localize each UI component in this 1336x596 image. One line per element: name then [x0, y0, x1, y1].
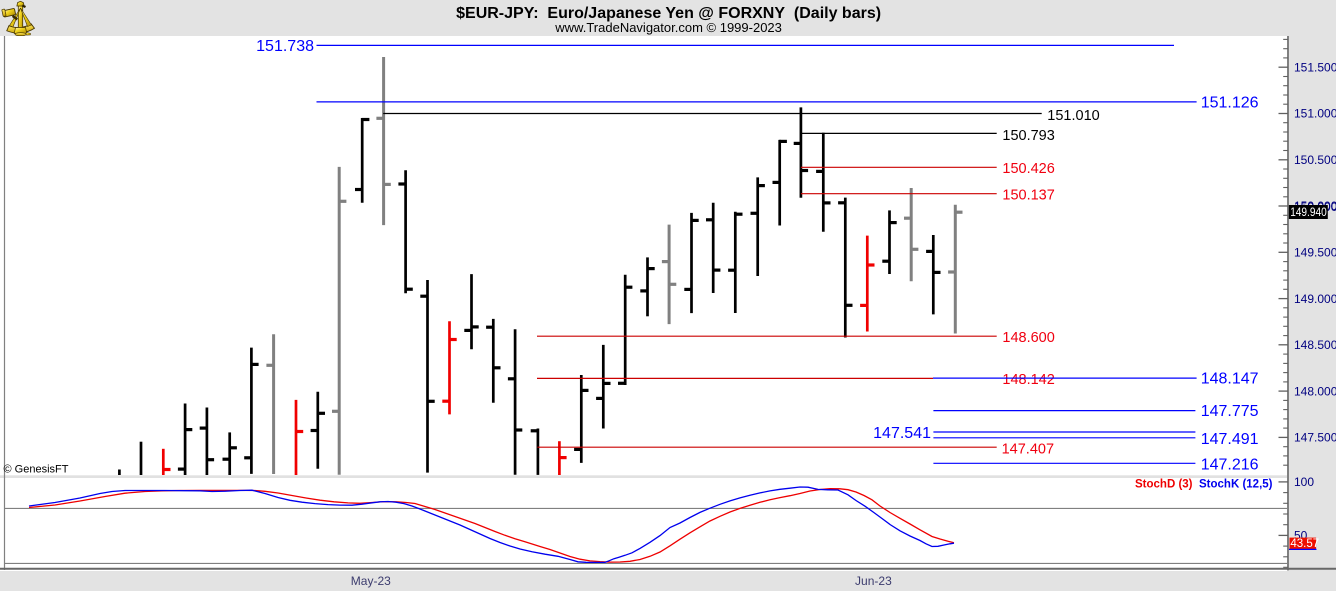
- svg-text:151.000: 151.000: [1294, 107, 1336, 121]
- svg-text:150.426: 150.426: [1002, 161, 1054, 177]
- svg-text:149.000: 149.000: [1294, 292, 1336, 306]
- svg-text:147.541: 147.541: [873, 425, 931, 442]
- svg-text:149.940: 149.940: [1290, 205, 1327, 219]
- svg-text:147.491: 147.491: [1201, 431, 1259, 448]
- svg-text:$EUR-JPY: Euro/Japanese Yen @: $EUR-JPY: Euro/Japanese Yen @ FORXNY (Da…: [456, 5, 881, 22]
- svg-text:148.500: 148.500: [1294, 338, 1336, 352]
- svg-text:150.500: 150.500: [1294, 153, 1336, 167]
- svg-text:150.137: 150.137: [1002, 187, 1054, 203]
- svg-text:100: 100: [1294, 475, 1314, 489]
- svg-text:148.600: 148.600: [1002, 330, 1054, 346]
- svg-text:148.000: 148.000: [1294, 384, 1336, 398]
- svg-text:147.775: 147.775: [1201, 403, 1259, 420]
- svg-text:StochK (12,5): StochK (12,5): [1199, 478, 1273, 490]
- svg-text:151.500: 151.500: [1294, 60, 1336, 74]
- svg-text:43.57: 43.57: [1290, 538, 1319, 550]
- svg-text:Jun-23: Jun-23: [855, 574, 892, 588]
- svg-text:May-23: May-23: [351, 574, 391, 588]
- svg-text:151.010: 151.010: [1047, 108, 1099, 124]
- svg-text:© GenesisFT: © GenesisFT: [4, 464, 69, 476]
- svg-text:149.500: 149.500: [1294, 246, 1336, 260]
- svg-text:StochD (3): StochD (3): [1135, 478, 1193, 490]
- svg-text:151.126: 151.126: [1201, 95, 1259, 112]
- svg-text:148.142: 148.142: [1002, 372, 1054, 388]
- svg-text:151.738: 151.738: [256, 38, 314, 55]
- svg-text:148.147: 148.147: [1201, 371, 1259, 388]
- svg-text:147.500: 147.500: [1294, 431, 1336, 445]
- svg-text:147.407: 147.407: [1002, 442, 1054, 458]
- svg-text:147.216: 147.216: [1201, 457, 1259, 474]
- svg-text:www.TradeNavigator.com © 1999-: www.TradeNavigator.com © 1999-2023: [554, 20, 782, 35]
- svg-text:150.793: 150.793: [1002, 128, 1054, 144]
